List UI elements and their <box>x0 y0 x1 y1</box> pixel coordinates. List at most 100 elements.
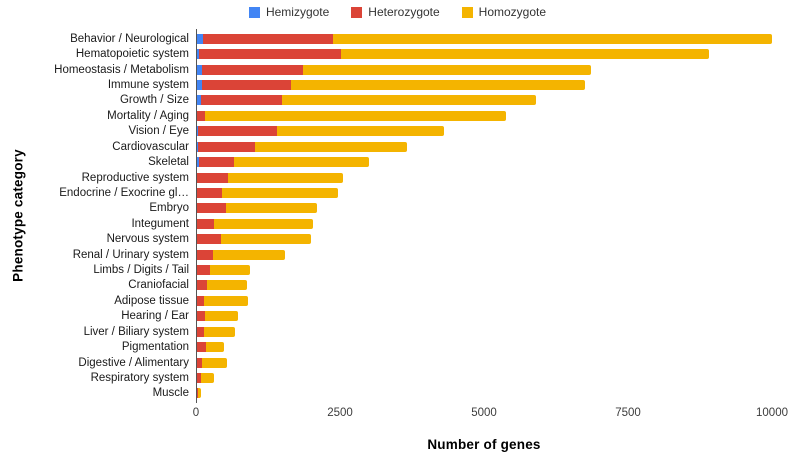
x-tick-label: 0 <box>192 407 200 419</box>
bar-track <box>196 249 772 260</box>
bar-track <box>196 357 772 368</box>
bar-segment-homozygote <box>291 79 585 90</box>
bar-row: Vision / Eye <box>0 124 772 139</box>
bar-segment-heterozygote <box>196 265 210 276</box>
bar-row: Limbs / Digits / Tail <box>0 262 772 277</box>
legend-swatch <box>461 6 473 18</box>
bar-row: Integument <box>0 216 772 231</box>
bar-segment-heterozygote <box>196 234 222 245</box>
bar-row: Endocrine / Exocrine gl… <box>0 185 772 200</box>
bar-segment-heterozygote <box>200 95 283 106</box>
bar-segment-homozygote <box>209 265 251 276</box>
bar-segment-homozygote <box>206 280 248 291</box>
bar-segment-heterozygote <box>196 326 205 337</box>
bar-segment-homozygote <box>201 357 228 368</box>
bar-segment-homozygote <box>255 141 407 152</box>
bar-segment-homozygote <box>204 110 506 121</box>
category-label: Mortality / Aging <box>107 109 189 122</box>
bar-track <box>196 326 772 337</box>
legend-label: Homozygote <box>478 5 547 19</box>
bar-segment-hemizygote <box>196 95 201 106</box>
bar-track <box>196 49 772 60</box>
bar-segment-heterozygote <box>201 64 303 75</box>
category-label: Cardiovascular <box>112 140 189 153</box>
category-label: Adipose tissue <box>114 294 189 307</box>
bar-segment-hemizygote <box>196 49 200 60</box>
category-label: Skeletal <box>148 156 189 169</box>
bar-track <box>196 234 772 245</box>
category-label: Renal / Urinary system <box>72 248 189 261</box>
bar-segment-homozygote <box>204 295 248 306</box>
legend-item-homozygote: Homozygote <box>461 5 547 19</box>
category-label: Reproductive system <box>81 171 189 184</box>
legend-swatch <box>351 6 363 18</box>
bar-track <box>196 79 772 90</box>
category-label: Vision / Eye <box>128 125 189 138</box>
bar-segment-homozygote <box>213 218 314 229</box>
bar-row: Respiratory system <box>0 370 772 385</box>
bar-segment-heterozygote <box>196 372 202 383</box>
bar-segment-homozygote <box>302 64 591 75</box>
category-label: Respiratory system <box>90 371 189 384</box>
x-axis-title: Number of genes <box>427 437 541 452</box>
bar-segment-heterozygote <box>196 311 206 322</box>
bar-row: Growth / Size <box>0 93 772 108</box>
bar-track <box>196 342 772 353</box>
bar-track <box>196 218 772 229</box>
bar-segment-heterozygote <box>199 49 341 60</box>
bar-segment-homozygote <box>332 33 772 44</box>
bar-segment-hemizygote <box>196 157 199 168</box>
legend-item-hemizygote: Hemizygote <box>248 5 330 19</box>
bar-row: Hematopoietic system <box>0 46 772 61</box>
bar-row: Craniofacial <box>0 278 772 293</box>
bar-row: Skeletal <box>0 154 772 169</box>
category-label: Hematopoietic system <box>75 48 189 61</box>
legend: Hemizygote Heterozygote Homozygote <box>0 5 795 19</box>
bar-track <box>196 372 772 383</box>
bar-segment-homozygote <box>225 203 317 214</box>
bar-segment-heterozygote <box>196 357 202 368</box>
bar-track <box>196 33 772 44</box>
bar-track <box>196 172 772 183</box>
bar-row: Reproductive system <box>0 170 772 185</box>
category-label: Integument <box>131 217 189 230</box>
category-label: Hearing / Ear <box>121 310 189 323</box>
bar-row: Immune system <box>0 77 772 92</box>
bar-segment-heterozygote <box>196 203 226 214</box>
bar-track <box>196 265 772 276</box>
category-label: Growth / Size <box>119 94 189 107</box>
bar-segment-homozygote <box>205 311 239 322</box>
bar-row: Muscle <box>0 386 772 401</box>
bar-segment-heterozygote <box>196 172 229 183</box>
bar-segment-homozygote <box>221 234 311 245</box>
category-label: Nervous system <box>106 233 189 246</box>
bar-track <box>196 141 772 152</box>
bar-segment-homozygote <box>197 388 202 399</box>
bar-row: Embryo <box>0 201 772 216</box>
x-tick-label: 10000 <box>756 407 788 419</box>
bar-segment-hemizygote <box>196 33 203 44</box>
bar-segment-homozygote <box>204 326 236 337</box>
bar-segment-hemizygote <box>196 79 202 90</box>
bar-row: Liver / Biliary system <box>0 324 772 339</box>
bar-track <box>196 95 772 106</box>
x-axis-ticks: 0 2500 5000 7500 10000 <box>192 407 788 421</box>
bar-row: Behavior / Neurological <box>0 31 772 46</box>
bar-segment-homozygote <box>282 95 536 106</box>
category-label: Liver / Biliary system <box>83 325 189 338</box>
bar-track <box>196 126 772 137</box>
category-label: Muscle <box>152 387 189 400</box>
category-label: Embryo <box>149 202 189 215</box>
bar-track <box>196 187 772 198</box>
bar-row: Mortality / Aging <box>0 108 772 123</box>
legend-label: Hemizygote <box>265 5 330 19</box>
bar-segment-heterozygote <box>196 249 213 260</box>
y-axis-line <box>196 29 197 403</box>
bar-row: Hearing / Ear <box>0 309 772 324</box>
bar-row: Adipose tissue <box>0 293 772 308</box>
bar-track <box>196 157 772 168</box>
bar-row: Renal / Urinary system <box>0 247 772 262</box>
bar-segment-homozygote <box>234 157 369 168</box>
bar-segment-heterozygote <box>202 33 333 44</box>
bar-segment-homozygote <box>201 372 214 383</box>
